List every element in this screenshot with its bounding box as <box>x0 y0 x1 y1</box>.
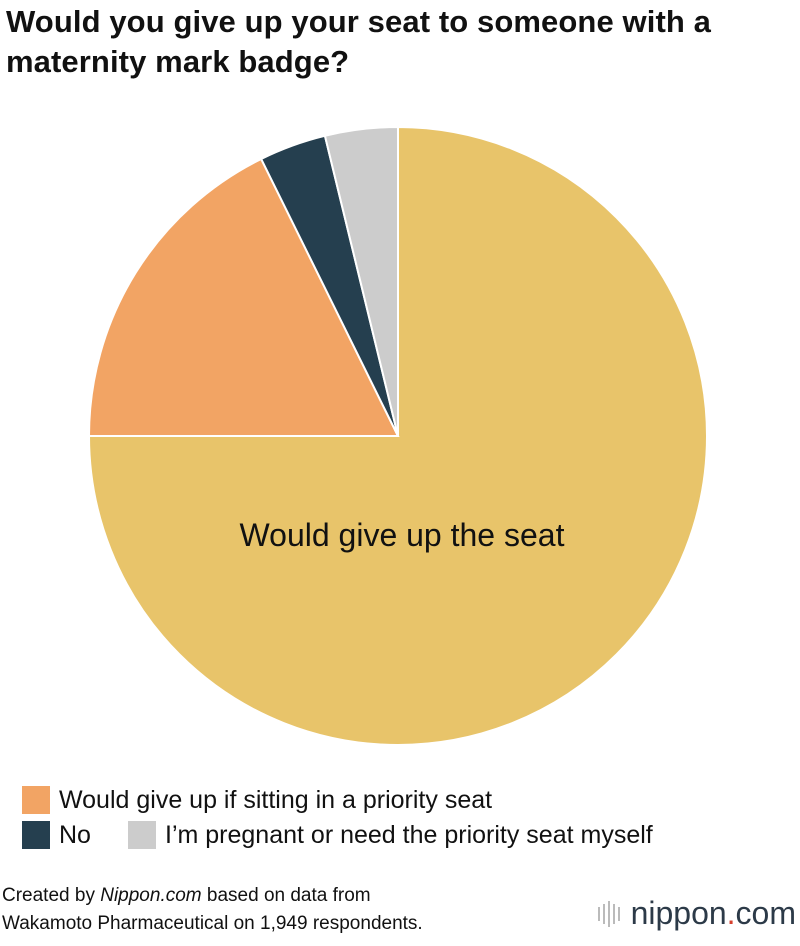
chart-title: Would you give up your seat to someone w… <box>6 4 711 79</box>
pie-slice-3 <box>323 125 399 437</box>
nippon-logo-tld: com <box>735 895 796 931</box>
legend-swatch-no <box>22 821 50 849</box>
source-line-2: Wakamoto Pharmaceutical on 1,949 respond… <box>2 913 423 934</box>
nippon-logo-mark-icon <box>597 900 623 927</box>
legend-item-pregnant: I’m pregnant or need the priority seat m… <box>128 820 653 850</box>
pie-slice-1 <box>87 157 400 437</box>
source-prefix: Created by <box>2 885 101 906</box>
legend-swatch-priority-seat <box>22 786 50 814</box>
source-suffix: based on data from <box>201 885 371 906</box>
source-site: Nippon.com <box>100 885 202 906</box>
nippon-logo-name: nippon <box>630 895 727 931</box>
nippon-logo: nippon. com <box>597 895 796 932</box>
source-note: Created by Nippon.com based on data from… <box>2 882 423 938</box>
pie-slice-label: Would give up the seat <box>240 517 565 553</box>
nippon-logo-dot: . <box>726 895 736 931</box>
legend-label-priority-seat: Would give up if sitting in a priority s… <box>59 786 493 814</box>
legend-item-no: No <box>22 820 91 850</box>
pie-slice-0 <box>87 125 708 746</box>
legend-item-priority-seat: Would give up if sitting in a priority s… <box>22 785 492 815</box>
legend-label-no: No <box>59 821 91 849</box>
legend-label-pregnant: I’m pregnant or need the priority seat m… <box>165 821 653 849</box>
legend-swatch-pregnant <box>128 821 156 849</box>
source-line-1: Created by Nippon.com based on data from <box>2 882 423 910</box>
